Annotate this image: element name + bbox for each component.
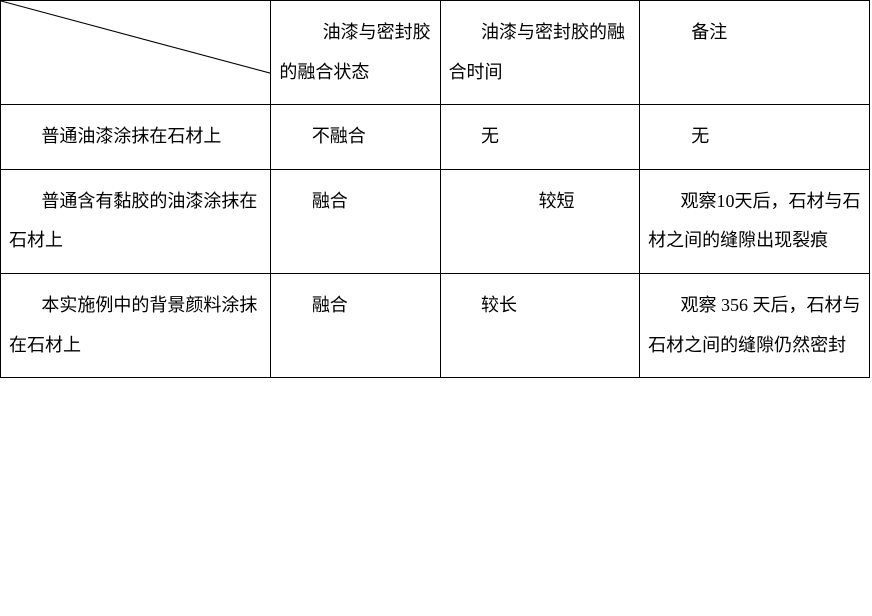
cell-text: 观察 356 天后，石材与石材之间的缝隙仍然密封 [648,295,860,355]
cell-r3c2: 融合 [271,273,440,377]
cell-text: 无 [691,126,709,146]
table-row: 普通含有黏胶的油漆涂抹在石材上 融合 较短 观察10天后，石材与石材之间的缝隙出… [1,169,870,273]
table-header-row: 油漆与密封胶的融合状态 油漆与密封胶的融合时间 备注 [1,1,870,105]
cell-r2c4: 观察10天后，石材与石材之间的缝隙出现裂痕 [640,169,870,273]
header-col2-label: 油漆与密封胶的融合状态 [279,22,430,82]
header-cell-time: 油漆与密封胶的融合时间 [440,1,640,105]
header-cell-diagonal [1,1,271,105]
header-col3-label: 油漆与密封胶的融合时间 [449,22,625,82]
cell-r2c1: 普通含有黏胶的油漆涂抹在石材上 [1,169,271,273]
cell-text: 观察10天后，石材与石材之间的缝隙出现裂痕 [648,191,860,251]
cell-r1c2: 不融合 [271,105,440,170]
cell-text: 本实施例中的背景颜料涂抹在石材上 [9,295,257,355]
table-row: 本实施例中的背景颜料涂抹在石材上 融合 较长 观察 356 天后，石材与石材之间… [1,273,870,377]
header-cell-remark: 备注 [640,1,870,105]
cell-text: 较短 [539,191,575,211]
cell-text: 无 [481,126,499,146]
cell-text: 普通油漆涂抹在石材上 [41,126,221,146]
cell-r3c3: 较长 [440,273,640,377]
cell-text: 较长 [481,295,517,315]
cell-text: 不融合 [312,126,366,146]
cell-text: 融合 [312,295,348,315]
cell-r1c3: 无 [440,105,640,170]
header-cell-state: 油漆与密封胶的融合状态 [271,1,440,105]
table-row: 普通油漆涂抹在石材上 不融合 无 无 [1,105,870,170]
cell-r3c1: 本实施例中的背景颜料涂抹在石材上 [1,273,271,377]
header-col4-label: 备注 [691,22,727,42]
cell-r1c1: 普通油漆涂抹在石材上 [1,105,271,170]
cell-r2c2: 融合 [271,169,440,273]
cell-r3c4: 观察 356 天后，石材与石材之间的缝隙仍然密封 [640,273,870,377]
cell-r1c4: 无 [640,105,870,170]
cell-text: 融合 [312,191,348,211]
diagonal-line-icon [1,1,270,104]
data-table: 油漆与密封胶的融合状态 油漆与密封胶的融合时间 备注 普通油漆涂抹在石材上 不融… [0,0,870,378]
cell-r2c3: 较短 [440,169,640,273]
cell-text: 普通含有黏胶的油漆涂抹在石材上 [9,191,257,251]
